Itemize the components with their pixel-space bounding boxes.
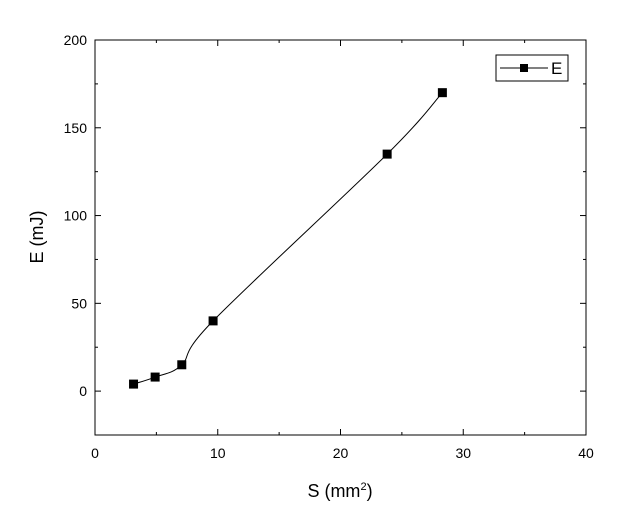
legend: E [495, 54, 569, 82]
series-layer [129, 88, 447, 389]
data-point-marker [177, 360, 187, 370]
x-tick-label: 20 [333, 445, 349, 461]
series-line [133, 92, 443, 385]
data-point-marker [129, 379, 139, 389]
y-tick-label: 100 [64, 208, 88, 224]
legend-label-e: E [551, 59, 562, 78]
y-tick-label: 200 [64, 32, 88, 48]
data-point-marker [150, 372, 160, 382]
plot-frame [94, 39, 587, 436]
data-point-marker [437, 88, 447, 98]
y-tick-label: 0 [79, 383, 87, 399]
y-axis-ticks: 0 50 100 150 200 [64, 32, 586, 436]
y-tick-label: 150 [64, 120, 88, 136]
x-tick-label: 0 [91, 445, 99, 461]
x-axis-title: S (mm2) [307, 481, 372, 501]
x-axis-ticks: 0 10 20 30 40 [91, 40, 594, 461]
y-tick-label: 50 [71, 295, 87, 311]
legend-marker [520, 64, 528, 72]
x-tick-label: 10 [210, 445, 226, 461]
data-point-marker [382, 149, 392, 159]
x-tick-label: 40 [578, 445, 594, 461]
x-tick-label: 30 [455, 445, 471, 461]
y-axis-title: E (mJ) [27, 211, 47, 264]
data-point-marker [208, 316, 218, 326]
